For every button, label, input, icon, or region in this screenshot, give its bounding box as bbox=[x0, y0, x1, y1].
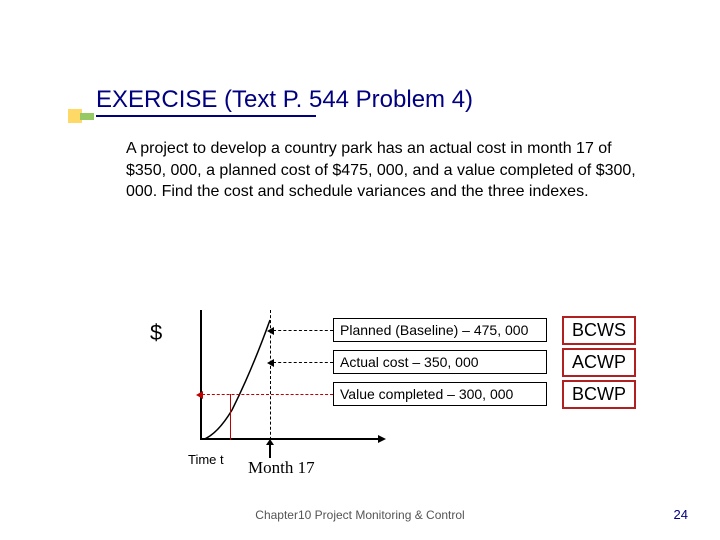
acwp-leader-line bbox=[273, 362, 333, 363]
month-pointer-arrow bbox=[269, 444, 271, 458]
bcwp-label-box: Value completed – 300, 000 bbox=[333, 382, 547, 406]
footer-chapter: Chapter10 Project Monitoring & Control bbox=[0, 508, 720, 522]
bcws-label: Planned (Baseline) – 475, 000 bbox=[340, 322, 528, 338]
bcwp-leader-line bbox=[202, 394, 333, 395]
acwp-label-box: Actual cost – 350, 000 bbox=[333, 350, 547, 374]
acwp-label: Actual cost – 350, 000 bbox=[340, 354, 479, 370]
bcws-code-box: BCWS bbox=[562, 316, 636, 345]
y-axis-label: $ bbox=[150, 320, 162, 346]
evm-chart: $ Planned (Baseline) – 475, 000 BCWS Act… bbox=[150, 310, 650, 480]
bcws-leader-line bbox=[273, 330, 333, 331]
title-underline-decoration bbox=[96, 115, 316, 117]
cost-curve bbox=[202, 315, 272, 440]
slide: EXERCISE (Text P. 544 Problem 4) A proje… bbox=[0, 0, 720, 540]
bcwp-code: BCWP bbox=[572, 384, 626, 404]
acwp-code: ACWP bbox=[572, 352, 626, 372]
footer-page-number: 24 bbox=[674, 507, 688, 522]
bcws-code: BCWS bbox=[572, 320, 626, 340]
problem-statement: A project to develop a country park has … bbox=[126, 138, 646, 203]
bcwp-label: Value completed – 300, 000 bbox=[340, 386, 513, 402]
bcws-label-box: Planned (Baseline) – 475, 000 bbox=[333, 318, 547, 342]
acwp-code-box: ACWP bbox=[562, 348, 636, 377]
slide-title: EXERCISE (Text P. 544 Problem 4) bbox=[96, 86, 473, 114]
x-axis-label: Time t bbox=[188, 452, 224, 467]
month-17-label: Month 17 bbox=[248, 458, 315, 478]
bcwp-code-box: BCWP bbox=[562, 380, 636, 409]
bcwp-drop-line bbox=[230, 394, 231, 440]
